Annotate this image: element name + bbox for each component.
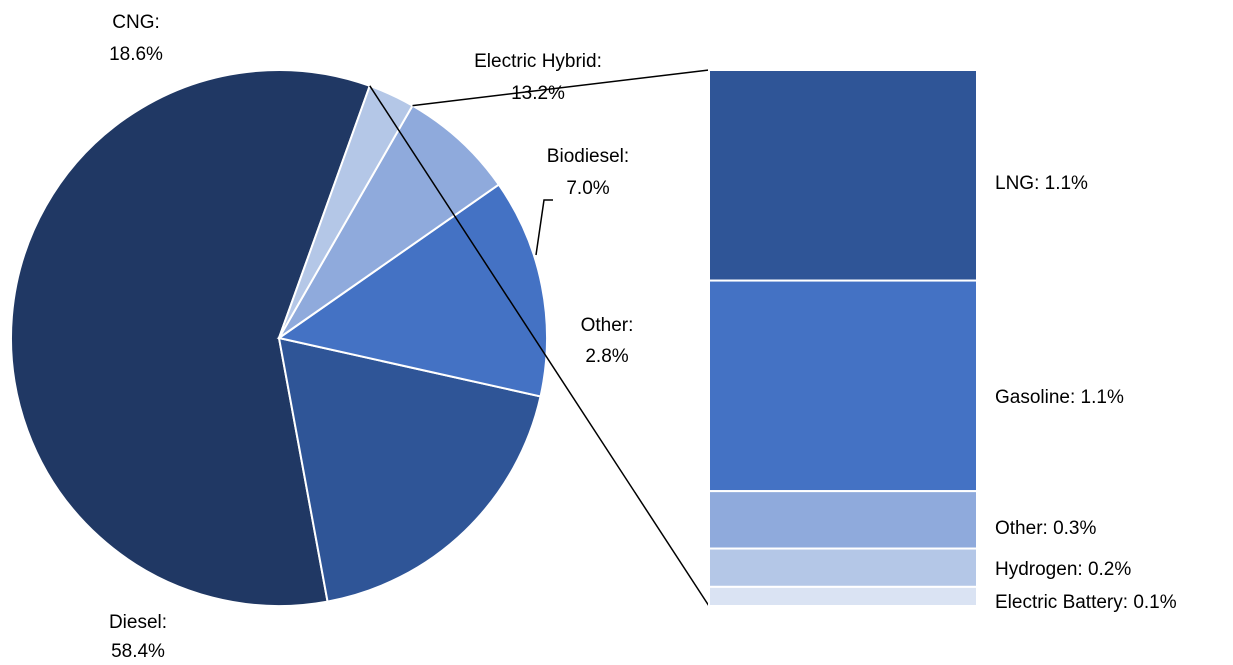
data-labels: Diesel: 58.4% CNG: 18.6% Electric Hybrid: 13.…	[109, 12, 1177, 662]
pie-label-value: 18.6%	[109, 44, 163, 65]
bar-label-gasoline: Gasoline: 1.1%	[995, 387, 1124, 408]
bar-label-hydrogen: Hydrogen: 0.2%	[995, 559, 1131, 580]
pie-label-value: 2.8%	[585, 346, 628, 367]
bar-segment-hydrogen	[708, 547, 978, 588]
pie-label-diesel: Diesel: 58.4%	[109, 612, 167, 662]
connector-line-top	[412, 69, 710, 107]
pie-label-electric-hybrid: Electric Hybrid: 13.2%	[474, 51, 602, 104]
bar-segment-gasoline	[708, 279, 978, 493]
stacked-bar	[708, 69, 978, 607]
pie-label-cng: CNG: 18.6%	[109, 12, 163, 65]
pie-label-other: Other: 2.8%	[581, 315, 634, 367]
bar-label-electric-battery: Electric Battery: 0.1%	[995, 592, 1177, 613]
pie-label-name: Diesel:	[109, 612, 167, 633]
bar-label-lng: LNG: 1.1%	[995, 173, 1088, 194]
pie-slice-electric-hybrid	[276, 183, 548, 398]
pie-label-biodiesel: Biodiesel: 7.0%	[547, 146, 629, 199]
pie-label-name: CNG:	[112, 12, 160, 33]
bar-segment-lng	[708, 69, 978, 282]
pie-chart	[10, 69, 548, 607]
bar-label-other: Other: 0.3%	[995, 518, 1096, 539]
pie-bar-connectors	[369, 69, 710, 607]
bar-segment-other	[708, 490, 978, 550]
pie-label-value: 58.4%	[111, 641, 165, 662]
pie-label-name: Electric Hybrid:	[474, 51, 602, 72]
pie-label-value: 13.2%	[511, 83, 565, 104]
connector-line-bottom	[369, 85, 710, 607]
pie-slice-cng	[277, 336, 542, 603]
pie-label-value: 7.0%	[566, 178, 609, 199]
biodiesel-leader-line	[535, 199, 553, 256]
pie-slice-biodiesel	[278, 104, 501, 339]
pie-label-name: Other:	[581, 315, 634, 336]
pie-label-name: Biodiesel:	[547, 146, 629, 167]
bar-segment-electric-battery	[708, 585, 978, 607]
pie-slice-diesel	[10, 69, 372, 607]
